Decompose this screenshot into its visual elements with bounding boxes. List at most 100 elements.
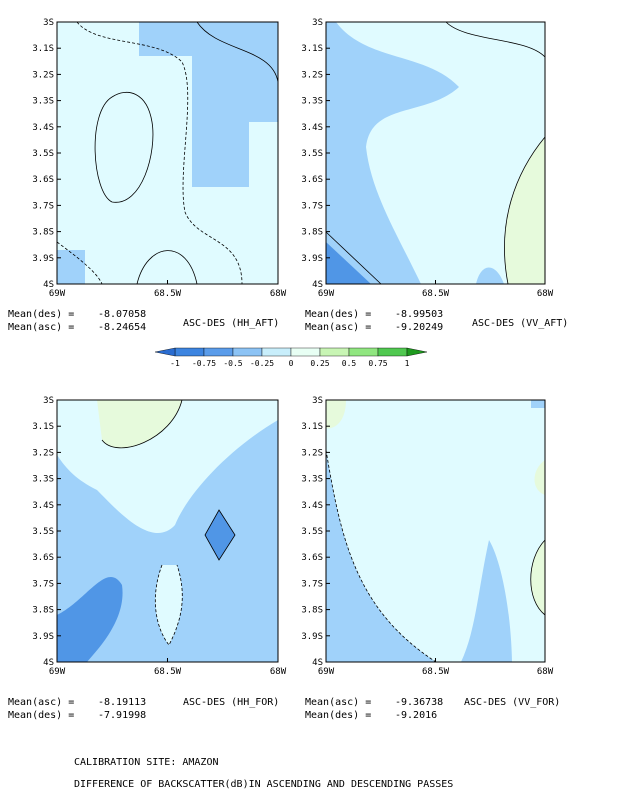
y-tick-label: 3.7S bbox=[301, 579, 323, 589]
y-tick-label: 3.3S bbox=[301, 475, 323, 485]
y-tick-label: 3.8S bbox=[32, 228, 54, 238]
y-tick-label: 3.3S bbox=[32, 97, 54, 107]
y-tick-label: 3.2S bbox=[32, 448, 54, 458]
colorbar-segment bbox=[232, 347, 263, 357]
stat-value: -9.2016 bbox=[395, 710, 437, 721]
panel-3-field bbox=[57, 399, 278, 662]
y-tick-label: 3.5S bbox=[32, 149, 54, 159]
panel-title: ASC-DES (HH_FOR) bbox=[183, 697, 279, 708]
colorbar-segment bbox=[261, 347, 292, 357]
y-tick-label: 3S bbox=[43, 18, 54, 28]
colorbar-label: 0.25 bbox=[310, 359, 329, 368]
colorbar-label: -1 bbox=[170, 359, 180, 368]
x-tick-label: 68.5W bbox=[422, 289, 450, 299]
x-tick-label: 68W bbox=[270, 289, 287, 299]
footer-caption: DIFFERENCE OF BACKSCATTER(dB)IN ASCENDIN… bbox=[74, 779, 453, 790]
y-tick-label: 3.1S bbox=[32, 44, 54, 54]
footer-site: CALIBRATION SITE: AMAZON bbox=[74, 757, 219, 768]
x-tick-label: 69W bbox=[318, 289, 335, 299]
y-tick-label: 3.9S bbox=[32, 632, 54, 642]
colorbar-label: -0.75 bbox=[192, 359, 216, 368]
stat-value: -8.19113 bbox=[98, 697, 146, 708]
colorbar-segment bbox=[377, 347, 408, 357]
x-tick-label: 68W bbox=[270, 667, 287, 677]
y-tick-label: 3.8S bbox=[32, 606, 54, 616]
stat-label: Mean(des) = bbox=[8, 309, 74, 320]
y-tick-label: 3.2S bbox=[301, 70, 323, 80]
stat-label: Mean(asc) = bbox=[8, 322, 74, 333]
y-tick-label: 3.8S bbox=[301, 228, 323, 238]
y-tick-label: 3.4S bbox=[301, 501, 323, 511]
colorbar-segment bbox=[174, 347, 205, 357]
x-tick-label: 68.5W bbox=[154, 667, 182, 677]
y-tick-label: 3.5S bbox=[301, 149, 323, 159]
colorbar-label: -0.25 bbox=[250, 359, 274, 368]
y-tick-label: 3.7S bbox=[32, 579, 54, 589]
y-tick-label: 3.9S bbox=[301, 632, 323, 642]
y-tick-label: 3.1S bbox=[301, 44, 323, 54]
stat-label: Mean(des) = bbox=[305, 309, 371, 320]
stat-label: Mean(asc) = bbox=[305, 322, 371, 333]
x-tick-label: 68W bbox=[537, 667, 554, 677]
panel-2-field bbox=[325, 21, 546, 285]
stat-value: -8.24654 bbox=[98, 322, 146, 333]
y-tick-label: 3.2S bbox=[301, 448, 323, 458]
y-tick-label: 4S bbox=[312, 280, 323, 290]
panel-1-field bbox=[56, 21, 279, 285]
stat-value: -7.91998 bbox=[98, 710, 146, 721]
colorbar-label: 0.75 bbox=[368, 359, 387, 368]
y-tick-label: 3.1S bbox=[32, 422, 54, 432]
y-tick-label: 3.7S bbox=[32, 201, 54, 211]
stat-value: -8.99503 bbox=[395, 309, 443, 320]
y-tick-label: 3.9S bbox=[301, 254, 323, 264]
panel-title: ASC-DES (VV_FOR) bbox=[464, 697, 560, 708]
x-tick-label: 68W bbox=[537, 289, 554, 299]
y-tick-label: 3S bbox=[43, 396, 54, 406]
y-tick-label: 4S bbox=[43, 658, 54, 668]
y-tick-label: 3.8S bbox=[301, 606, 323, 616]
y-tick-label: 3.5S bbox=[301, 527, 323, 537]
x-tick-label: 69W bbox=[49, 289, 66, 299]
x-tick-label: 69W bbox=[49, 667, 66, 677]
y-tick-label: 3.9S bbox=[32, 254, 54, 264]
colorbar-segment bbox=[348, 347, 379, 357]
y-tick-label: 3.4S bbox=[301, 123, 323, 133]
stat-label: Mean(des) = bbox=[305, 710, 371, 721]
y-tick-label: 3S bbox=[312, 18, 323, 28]
colorbar-label: -0.5 bbox=[223, 359, 242, 368]
y-tick-label: 3.6S bbox=[301, 175, 323, 185]
y-tick-label: 3.1S bbox=[301, 422, 323, 432]
y-tick-label: 3.4S bbox=[32, 123, 54, 133]
colorbar-label: 0.5 bbox=[342, 359, 357, 368]
colorbar-segment bbox=[319, 347, 350, 357]
stat-value: -8.07058 bbox=[98, 309, 146, 320]
y-tick-label: 3.2S bbox=[32, 70, 54, 80]
y-tick-label: 3.6S bbox=[301, 553, 323, 563]
y-tick-label: 3.6S bbox=[32, 175, 54, 185]
y-tick-label: 3.6S bbox=[32, 553, 54, 563]
y-tick-label: 3.3S bbox=[32, 475, 54, 485]
y-tick-label: 3S bbox=[312, 396, 323, 406]
colorbar-label: 1 bbox=[405, 359, 410, 368]
y-tick-label: 4S bbox=[43, 280, 54, 290]
panel-title: ASC-DES (VV_AFT) bbox=[472, 318, 568, 329]
y-tick-label: 3.3S bbox=[301, 97, 323, 107]
stat-label: Mean(asc) = bbox=[8, 697, 74, 708]
panel-title: ASC-DES (HH_AFT) bbox=[183, 318, 279, 329]
colorbar-low bbox=[154, 347, 176, 357]
stat-label: Mean(des) = bbox=[8, 710, 74, 721]
colorbar-high bbox=[406, 347, 428, 357]
panel-4-field bbox=[325, 400, 546, 663]
y-tick-label: 3.5S bbox=[32, 527, 54, 537]
stat-value: -9.20249 bbox=[395, 322, 443, 333]
y-tick-label: 3.4S bbox=[32, 501, 54, 511]
colorbar-segment bbox=[290, 347, 321, 357]
x-tick-label: 68.5W bbox=[154, 289, 182, 299]
y-tick-label: 3.7S bbox=[301, 201, 323, 211]
colorbar-label: 0 bbox=[289, 359, 294, 368]
colorbar-segment bbox=[203, 347, 234, 357]
stat-value: -9.36738 bbox=[395, 697, 443, 708]
y-tick-label: 4S bbox=[312, 658, 323, 668]
x-tick-label: 68.5W bbox=[422, 667, 450, 677]
